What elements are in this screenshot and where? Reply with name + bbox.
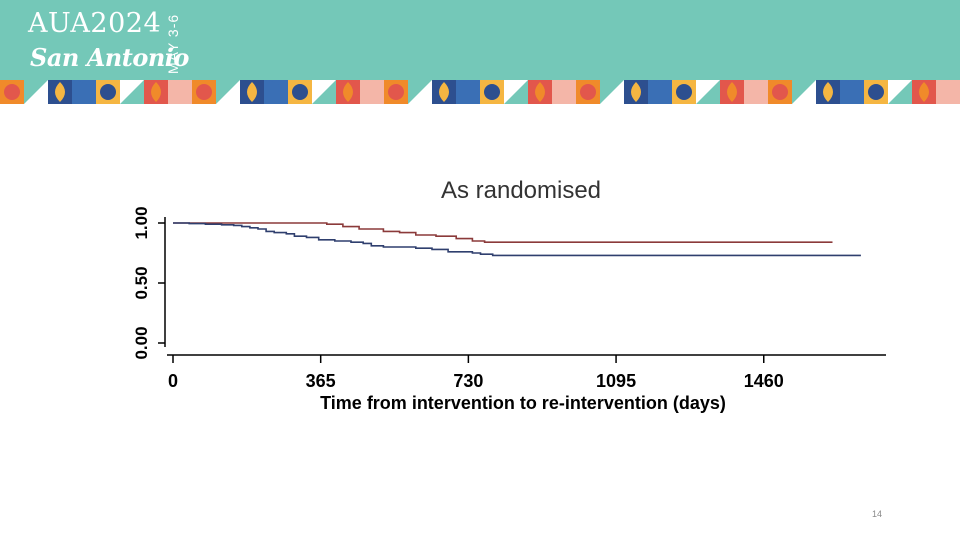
pattern-shape	[504, 80, 528, 104]
y-tick-label: 1.00	[132, 206, 151, 239]
pattern-shape	[343, 82, 353, 102]
pattern-shape	[264, 80, 288, 104]
pattern-shape	[792, 80, 816, 104]
x-axis-label: Time from intervention to re-interventio…	[320, 393, 726, 413]
pattern-shape	[676, 84, 692, 100]
y-tick-label: 0.00	[132, 326, 151, 359]
pattern-shape	[744, 80, 768, 104]
pattern-shape	[456, 80, 480, 104]
pattern-shape	[600, 80, 624, 104]
pattern-shape	[936, 80, 960, 104]
pattern-shape	[648, 80, 672, 104]
pattern-shape	[535, 82, 545, 102]
logo-text-dates: MAY 3-6	[165, 13, 181, 74]
pattern-shape	[696, 80, 720, 104]
pattern-shape	[919, 82, 929, 102]
kaplan-meier-chart: As randomised 0.00 0.50 1.00 0 365 730 1095 14…	[132, 177, 886, 413]
pattern-shape	[196, 84, 212, 100]
pattern-shape	[100, 84, 116, 100]
pattern-shape	[312, 80, 336, 104]
survival-curve-2	[173, 222, 861, 257]
x-tick-label: 730	[453, 371, 483, 391]
x-tick-label: 1095	[596, 371, 636, 391]
pattern-shape	[840, 80, 864, 104]
pattern-shape	[484, 84, 500, 100]
pattern-shape	[868, 84, 884, 100]
pattern-shape	[247, 82, 257, 102]
y-tick-label: 0.50	[132, 266, 151, 299]
logo-text-location: San Antonio	[30, 43, 189, 72]
pattern-shape	[772, 84, 788, 100]
header-banner	[0, 0, 960, 80]
pattern-shape	[55, 82, 65, 102]
pattern-shape	[4, 84, 20, 100]
pattern-shape	[408, 80, 432, 104]
pattern-shape	[388, 84, 404, 100]
pattern-shape	[168, 80, 192, 104]
aua-2024-logo: AUA2024 San Antonio MAY 3-6	[28, 8, 198, 76]
chart-title: As randomised	[441, 177, 601, 204]
pattern-shape	[439, 82, 449, 102]
pattern-shape	[823, 82, 833, 102]
y-axis: 0.00 0.50 1.00	[132, 206, 166, 360]
survival-curve-1	[173, 222, 833, 243]
survival-curves	[173, 222, 861, 257]
decorative-pattern-strip	[0, 80, 960, 104]
page-number: 14	[872, 509, 883, 519]
pattern-shape	[24, 80, 48, 104]
pattern-shape	[216, 80, 240, 104]
pattern-shape	[552, 80, 576, 104]
x-axis: 0 365 730 1095 1460	[167, 354, 886, 391]
pattern-shape	[120, 80, 144, 104]
x-tick-label: 0	[168, 371, 178, 391]
x-tick-label: 365	[306, 371, 336, 391]
pattern-shape	[292, 84, 308, 100]
pattern-shape	[888, 80, 912, 104]
pattern-shape	[72, 80, 96, 104]
pattern-shape	[727, 82, 737, 102]
pattern-shape	[631, 82, 641, 102]
pattern-shape	[151, 82, 161, 102]
pattern-shape	[360, 80, 384, 104]
logo-text-aua2024: AUA2024	[28, 8, 162, 39]
x-tick-label: 1460	[744, 371, 784, 391]
pattern-shape	[580, 84, 596, 100]
